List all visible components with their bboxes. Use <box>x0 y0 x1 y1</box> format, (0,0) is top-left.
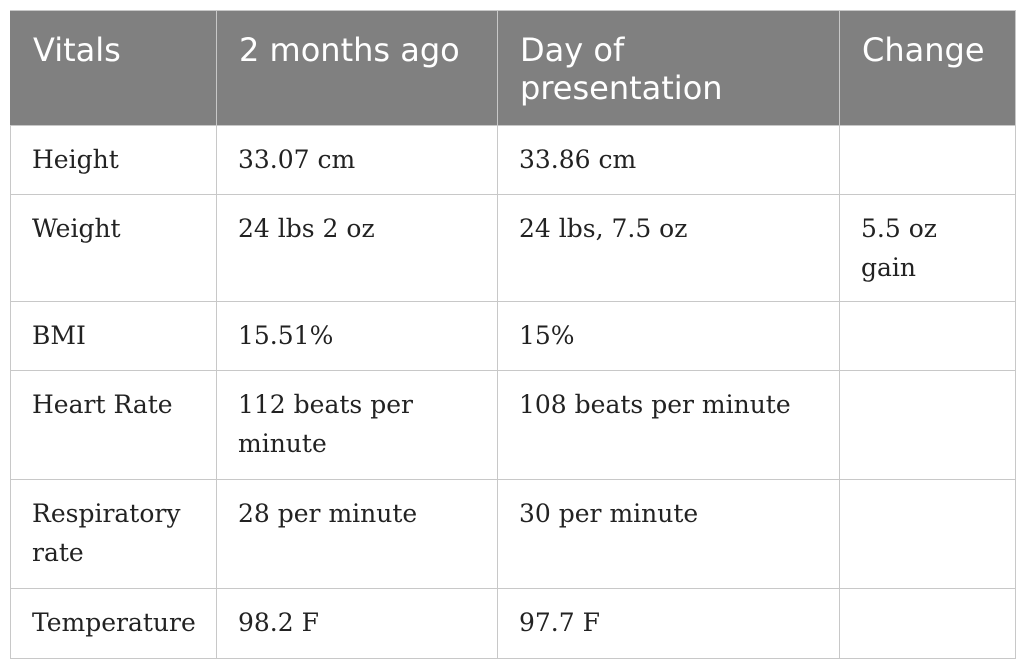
table-cell: 112 beats per minute <box>216 370 498 480</box>
table-cell <box>839 370 1016 480</box>
table-row: Respiratory rate 28 per minute 30 per mi… <box>10 479 1016 589</box>
table-cell <box>839 125 1016 195</box>
table-cell <box>839 479 1016 589</box>
table-cell: Height <box>10 125 217 195</box>
table-cell: 15% <box>497 301 840 371</box>
table-cell: 5.5 oz gain <box>839 194 1016 302</box>
column-header-change: Change <box>839 10 1016 126</box>
table-row: Heart Rate 112 beats per minute 108 beat… <box>10 370 1016 480</box>
column-header-2-months-ago: 2 months ago <box>216 10 498 126</box>
table-cell <box>839 301 1016 371</box>
table-cell: 33.86 cm <box>497 125 840 195</box>
table-cell: 108 beats per minute <box>497 370 840 480</box>
vitals-table: Vitals 2 months ago Day of presentation … <box>10 10 1016 659</box>
column-header-day-of-presentation: Day of presentation <box>497 10 840 126</box>
vitals-table-container: Vitals 2 months ago Day of presentation … <box>10 10 1016 659</box>
table-cell: Weight <box>10 194 217 302</box>
table-row: Weight 24 lbs 2 oz 24 lbs, 7.5 oz 5.5 oz… <box>10 194 1016 302</box>
table-row: Height 33.07 cm 33.86 cm <box>10 125 1016 195</box>
table-row: BMI 15.51% 15% <box>10 301 1016 371</box>
table-cell: 30 per minute <box>497 479 840 589</box>
table-cell <box>839 588 1016 659</box>
table-cell: Temperature <box>10 588 217 659</box>
table-cell: 28 per minute <box>216 479 498 589</box>
table-cell: 24 lbs 2 oz <box>216 194 498 302</box>
table-row: Temperature 98.2 F 97.7 F <box>10 588 1016 659</box>
table-cell: 24 lbs, 7.5 oz <box>497 194 840 302</box>
table-cell: 33.07 cm <box>216 125 498 195</box>
table-cell: Respiratory rate <box>10 479 217 589</box>
table-cell: 15.51% <box>216 301 498 371</box>
table-cell: BMI <box>10 301 217 371</box>
table-cell: 98.2 F <box>216 588 498 659</box>
column-header-vitals: Vitals <box>10 10 217 126</box>
table-cell: Heart Rate <box>10 370 217 480</box>
table-header-row: Vitals 2 months ago Day of presentation … <box>10 10 1016 126</box>
table-cell: 97.7 F <box>497 588 840 659</box>
